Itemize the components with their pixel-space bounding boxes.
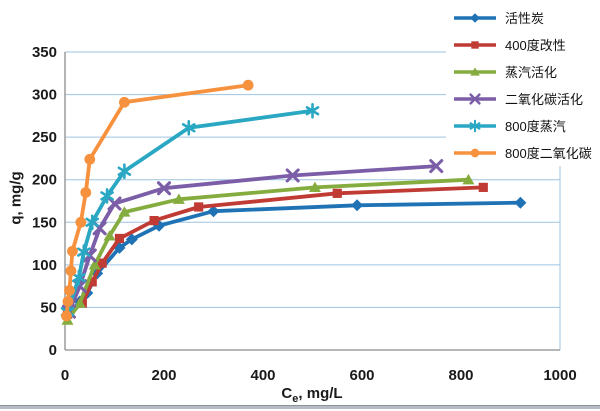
triangle-marker-icon [308, 181, 321, 192]
y-tick-label: 100 [32, 257, 57, 274]
circle-marker-icon [119, 96, 130, 108]
legend-item-3: 二氧化碳活化 [446, 85, 600, 112]
diamond-marker-icon [514, 196, 527, 209]
x-tick-label: 1000 [543, 367, 576, 384]
legend-item-label: 800度二氧化碳 [505, 146, 592, 161]
legend-item-label: 蒸汽活化 [505, 65, 558, 80]
asterisk-marker-icon [72, 269, 86, 286]
triangle-marker-icon [470, 66, 480, 76]
circle-marker-icon [65, 265, 77, 277]
y-tick-label: 150 [32, 214, 57, 231]
legend-item-label: 活性炭 [505, 11, 545, 26]
square-marker-icon [149, 215, 159, 226]
legend-item-label: 400度改性 [505, 38, 566, 53]
triangle-marker-icon [462, 173, 475, 185]
legend: 活性炭 400度改性 蒸汽活化二氧化碳活化 800度蒸汽 800度二氧化碳 [446, 0, 600, 166]
y-tick-label: 0 [49, 342, 57, 359]
x-marker-icon [156, 181, 172, 196]
series-line-2 [65, 177, 471, 323]
legend-item-2: 蒸汽活化 [446, 58, 600, 85]
diamond-marker-icon [351, 199, 364, 212]
x-tick-label: 400 [250, 367, 275, 384]
x-marker-icon [469, 92, 481, 105]
x-axis-title-rest: , mg/L [298, 385, 343, 402]
y-tick-label: 350 [32, 44, 57, 61]
triangle-marker-icon [172, 193, 185, 204]
square-marker-icon [97, 258, 107, 268]
diamond-marker-icon [207, 205, 220, 218]
y-axis-title: q, mg/g [7, 171, 25, 225]
legend-item-label: 二氧化碳活化 [505, 92, 584, 107]
legend-marker [454, 119, 496, 132]
asterisk-marker-icon [181, 119, 196, 136]
asterisk-marker-icon [77, 244, 91, 260]
asterisk-marker-icon [85, 214, 100, 231]
legend-marker [454, 66, 496, 76]
square-marker-icon [87, 277, 97, 287]
circle-marker-icon [75, 216, 87, 228]
x-tick-label: 0 [61, 367, 69, 384]
diamond-marker-icon [470, 12, 480, 23]
x-marker-icon [285, 168, 300, 183]
triangle-marker-icon [88, 259, 101, 270]
triangle-marker-icon [118, 206, 131, 217]
legend-item-1: 400度改性 [446, 31, 600, 58]
legend-marker [454, 148, 496, 157]
bottom-border [0, 405, 600, 409]
y-tick-label: 200 [32, 172, 57, 189]
asterisk-marker-icon [100, 188, 114, 204]
circle-marker-icon [470, 148, 480, 157]
x-axis-title-sub: e [292, 393, 299, 405]
series-line-0 [65, 200, 523, 318]
circle-marker-icon [61, 310, 72, 322]
x-tick-label: 200 [151, 367, 176, 384]
x-tick-label: 600 [349, 367, 374, 384]
square-marker-icon [471, 40, 479, 49]
circle-marker-icon [242, 79, 254, 91]
circle-marker-icon [64, 285, 75, 296]
triangle-marker-icon [103, 230, 116, 241]
asterisk-marker-icon [305, 102, 320, 119]
legend-item-5: 800度二氧化碳 [446, 139, 600, 166]
triangle-marker-icon [73, 297, 86, 308]
square-marker-icon [332, 188, 342, 198]
y-tick-label: 300 [32, 87, 57, 104]
series-line-1 [65, 185, 486, 317]
asterisk-marker-icon [117, 163, 132, 179]
circle-marker-icon [62, 296, 74, 307]
diamond-marker-icon [125, 233, 138, 246]
legend-item-4: 800度蒸汽 [446, 112, 600, 139]
legend-item-label: 800度蒸汽 [505, 119, 566, 134]
asterisk-marker-icon [469, 119, 481, 132]
circle-marker-icon [84, 153, 96, 165]
square-marker-icon [114, 233, 125, 244]
legend-item-0: 活性炭 [446, 4, 600, 31]
legend-marker [454, 92, 496, 105]
x-marker-icon [107, 196, 122, 211]
legend-marker [454, 12, 496, 23]
square-marker-icon [478, 182, 488, 192]
legend-marker [454, 40, 496, 49]
square-marker-icon [194, 202, 204, 212]
x-axis-title: Ce, mg/L [281, 385, 342, 405]
y-tick-label: 250 [32, 129, 57, 146]
y-tick-label: 50 [40, 299, 57, 316]
series-line-5 [64, 83, 251, 318]
circle-marker-icon [67, 245, 78, 257]
series-line-3 [67, 164, 439, 314]
x-marker-icon [429, 159, 444, 174]
x-tick-label: 800 [448, 367, 473, 384]
x-axis-title-base: C [281, 385, 293, 402]
circle-marker-icon [80, 187, 92, 198]
